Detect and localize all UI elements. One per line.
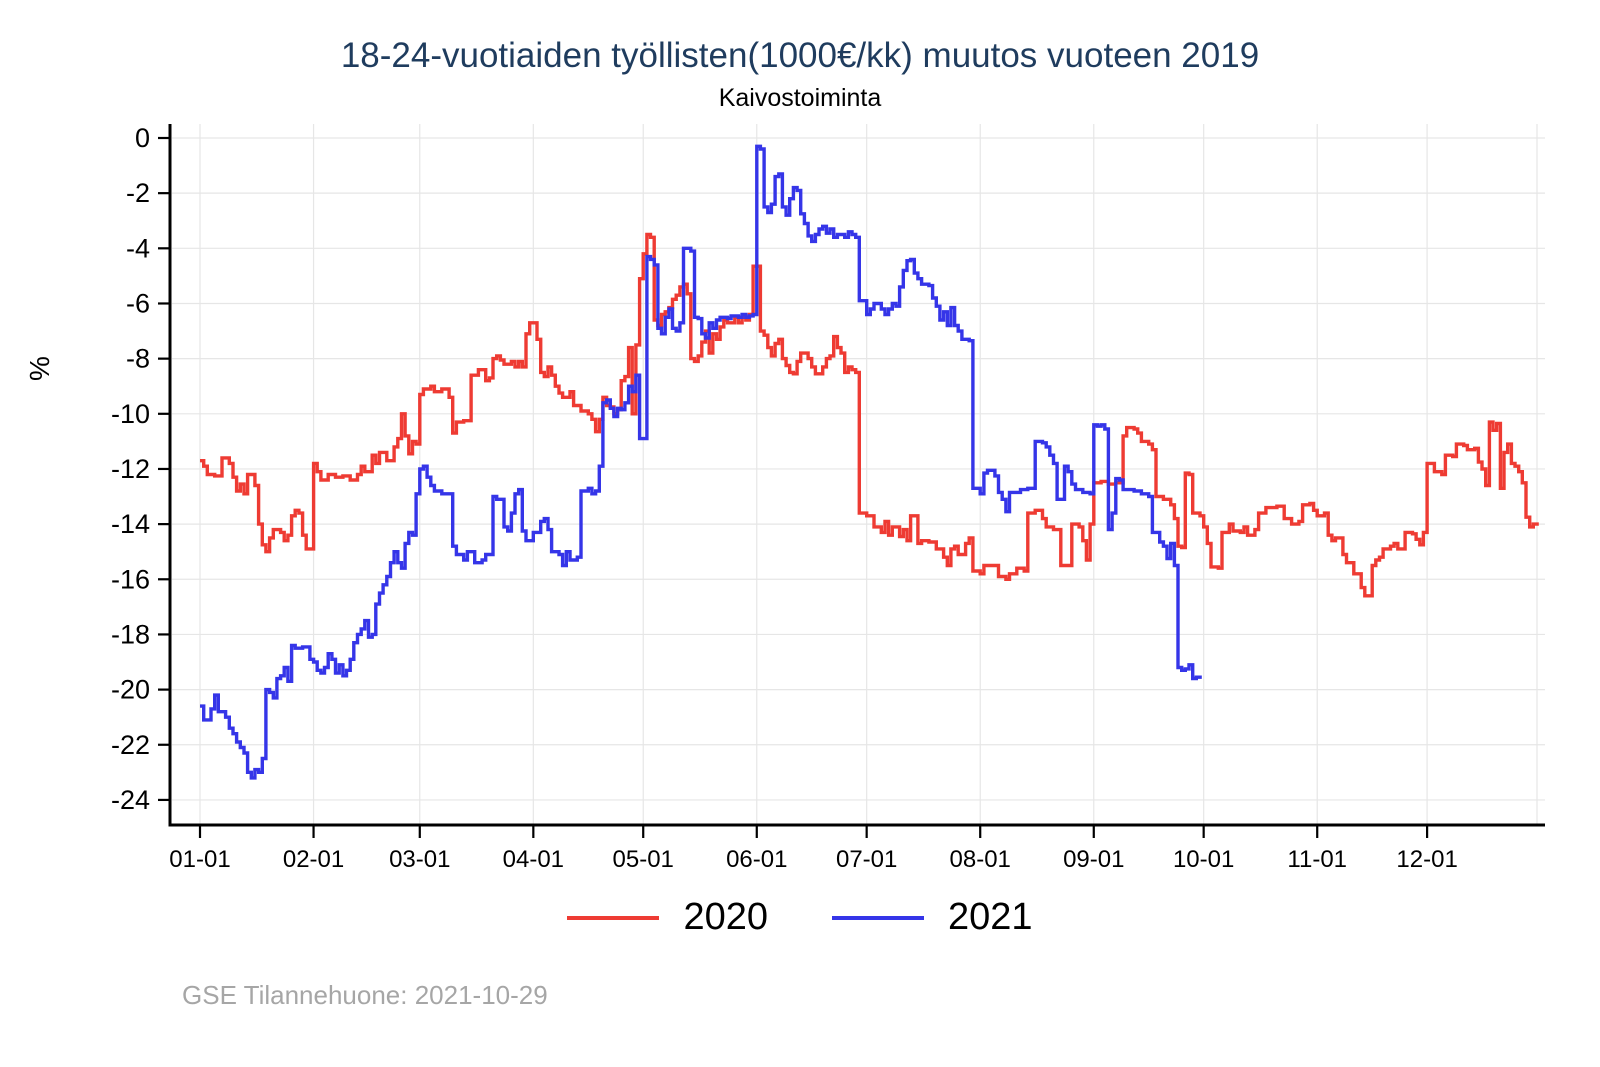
legend-label-2021: 2021 [948,896,1033,938]
x-tick-label: 09-01 [1063,846,1124,873]
source-note: GSE Tilannehuone: 2021-10-29 [182,980,548,1010]
x-tick-label: 05-01 [613,846,674,873]
y-tick-label: 0 [135,123,150,153]
y-tick-label: -6 [126,288,150,318]
legend-item-2020: 2020 [567,896,768,939]
y-tick-label: -12 [111,454,150,484]
chart-title: 18-24-vuotiaiden työllisten(1000€/kk) mu… [340,36,1260,75]
chart-subtitle: Kaivostoiminta [718,84,882,112]
x-tick-label: 06-01 [726,846,787,873]
y-tick-label: -8 [126,344,150,374]
series-lines [200,144,1539,780]
y-tick-label: -10 [111,399,150,429]
y-tick-label: -20 [111,675,150,705]
legend: 2020 2021 [0,896,1600,939]
x-tick-label: 08-01 [950,846,1011,873]
x-tick-label: 12-01 [1396,846,1457,873]
series-line-2020 [200,232,1539,598]
x-tick-label: 03-01 [389,846,450,873]
x-tick-label: 04-01 [503,846,564,873]
axes: 0 -2 -4 -6 -8 -10 -12 -14 -16 -18 -20 -22 -24 01-01 02… [111,123,1545,873]
series-line-2021 [200,144,1202,780]
series-2021-line-swatch [832,915,924,920]
x-tick-label: 02-01 [283,846,344,873]
y-tick-label: -14 [111,509,150,539]
y-tick-label: -22 [111,730,150,760]
x-tick-label: 10-01 [1173,846,1234,873]
y-tick-label: -2 [126,178,150,208]
y-tick-label: -24 [111,785,150,815]
y-tick-label: -16 [111,564,150,594]
x-tick-label: 11-01 [1287,846,1347,873]
y-tick-label: -18 [111,619,150,649]
y-tick-label: -4 [126,233,150,263]
legend-label-2020: 2020 [683,896,768,938]
x-tick-label: 07-01 [836,846,897,873]
series-2020-line-swatch [567,915,660,920]
x-tick-label: 01-01 [169,846,230,873]
legend-item-2021: 2021 [832,896,1033,939]
